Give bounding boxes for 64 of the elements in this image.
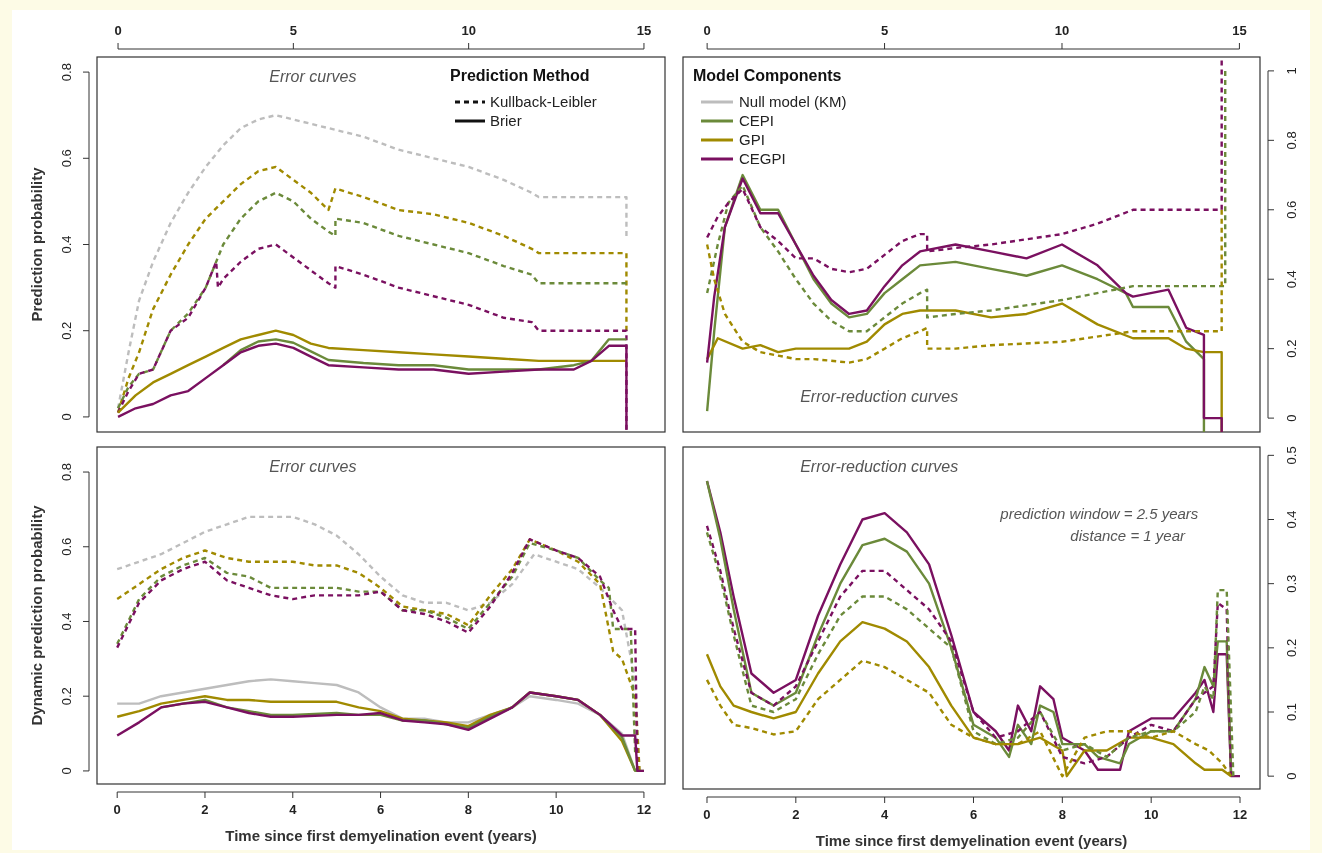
x-tick-label: 15 — [636, 23, 652, 38]
x-tick-label: 5 — [880, 23, 889, 38]
y-tick-label: 0.4 — [59, 235, 74, 254]
x-tick-label: 10 — [1143, 807, 1159, 822]
x-tick-label: 8 — [1058, 807, 1066, 822]
y-tick-label: 0 — [59, 413, 74, 421]
annotation: distance = 1 year — [1070, 527, 1187, 544]
y-tick-label: 0.8 — [59, 462, 74, 482]
line-series — [222, 338, 628, 371]
annotation: Error-reduction curves — [800, 388, 959, 405]
annotation: Brier — [490, 112, 522, 129]
x-tick-label: 0 — [703, 23, 711, 38]
x-tick-label: 0 — [114, 23, 122, 38]
x-tick-label: 12 — [636, 802, 652, 817]
y-axis-title: Dynamic prediction probability — [28, 504, 45, 726]
annotation: prediction window = 2.5 years — [999, 505, 1199, 522]
x-tick-label: 4 — [289, 802, 298, 817]
x-tick-label: 6 — [376, 802, 385, 817]
x-axis-title: Time since first demyelination event (years) — [225, 827, 537, 844]
x-tick-label: 8 — [464, 802, 472, 817]
y-tick-label: 0.8 — [59, 63, 74, 82]
legend-label: Null model (KM) — [739, 93, 847, 110]
y-tick-label: 0.6 — [59, 537, 74, 556]
x-tick-label: 10 — [1054, 23, 1070, 38]
line-series — [116, 113, 628, 410]
x-axis-title: Time since first demyelination event (years) — [815, 832, 1128, 849]
legend-title: Prediction Method — [450, 67, 590, 84]
x-tick-label: 0 — [113, 802, 121, 817]
annotation: Kullback-Leibler — [490, 93, 597, 110]
y-tick-label: 0.2 — [59, 687, 74, 706]
x-tick-label: 2 — [201, 802, 209, 817]
annotation: Error curves — [269, 68, 357, 85]
x-tick-label: 15 — [1232, 23, 1247, 38]
y-tick-label: 1 — [1284, 67, 1300, 75]
y-tick-label: 0.6 — [1284, 200, 1300, 219]
y-tick-label: 0.6 — [59, 149, 74, 168]
legend-label: CEGPI — [739, 150, 786, 167]
y-tick-label: 0.4 — [1284, 270, 1300, 289]
y-tick-label: 0.3 — [1284, 574, 1300, 593]
x-tick-label: 0 — [703, 807, 711, 822]
annotation: Error-reduction curves — [800, 458, 959, 475]
legend-title: Model Components — [693, 67, 842, 84]
y-tick-label: 0 — [1284, 772, 1300, 780]
y-tick-label: 0.2 — [1284, 339, 1300, 358]
y-tick-label: 0.4 — [59, 612, 74, 631]
y-tick-label: 0.4 — [1284, 510, 1300, 529]
y-tick-label: 0.2 — [1284, 638, 1300, 657]
y-tick-label: 0.1 — [1284, 702, 1300, 722]
x-tick-label: 10 — [548, 802, 564, 817]
y-tick-label: 0 — [1284, 414, 1300, 422]
x-tick-label: 2 — [792, 807, 800, 822]
y-tick-label: 0.5 — [1284, 446, 1300, 465]
y-tick-label: 0.8 — [1284, 131, 1300, 150]
annotation: Error curves — [269, 458, 357, 475]
x-tick-label: 10 — [461, 23, 476, 38]
legend-label: CEPI — [739, 112, 775, 129]
legend-label: GPI — [739, 131, 765, 148]
y-tick-label: 0 — [59, 767, 74, 775]
y-axis-title: Prediction probability — [28, 166, 45, 322]
x-tick-label: 12 — [1232, 807, 1248, 822]
x-tick-label: 4 — [881, 807, 890, 822]
x-tick-label: 6 — [969, 807, 978, 822]
y-tick-label: 0.2 — [59, 321, 74, 340]
x-tick-label: 5 — [289, 23, 297, 38]
